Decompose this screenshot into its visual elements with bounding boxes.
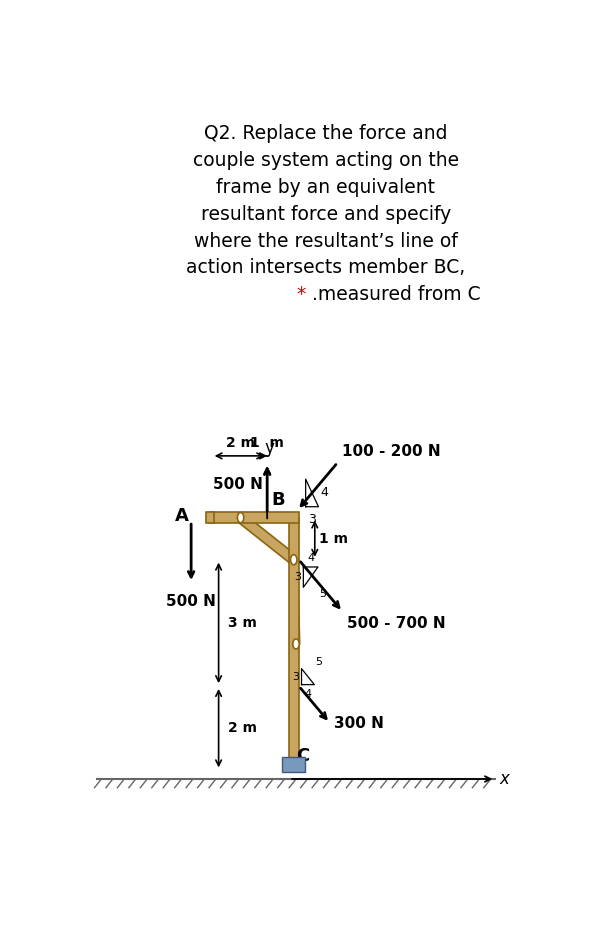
Text: *: * <box>297 285 312 305</box>
Text: 4: 4 <box>307 553 314 563</box>
Circle shape <box>291 554 297 565</box>
Text: 2 m: 2 m <box>228 721 256 736</box>
Circle shape <box>238 512 244 522</box>
Text: frame by an equivalent: frame by an equivalent <box>216 178 436 197</box>
Text: couple system acting on the: couple system acting on the <box>193 151 459 170</box>
Text: 4: 4 <box>321 487 329 500</box>
Text: 500 - 700 N: 500 - 700 N <box>348 616 446 631</box>
Text: 100 - 200 N: 100 - 200 N <box>342 444 441 459</box>
Text: B: B <box>272 491 285 509</box>
Polygon shape <box>210 512 299 523</box>
Text: 3: 3 <box>294 572 301 582</box>
Text: 5: 5 <box>319 588 326 599</box>
Polygon shape <box>282 757 305 772</box>
Text: 500 N: 500 N <box>166 594 216 609</box>
Text: 3: 3 <box>293 671 300 682</box>
Text: 1 m: 1 m <box>319 532 348 546</box>
Text: C: C <box>296 747 309 765</box>
Text: Q2. Replace the force and: Q2. Replace the force and <box>204 124 447 143</box>
Text: 300 N: 300 N <box>335 716 384 731</box>
Polygon shape <box>239 512 296 565</box>
Text: 4: 4 <box>304 689 311 699</box>
Text: where the resultant’s line of: where the resultant’s line of <box>194 232 457 251</box>
Text: 2 m: 2 m <box>226 436 255 450</box>
Circle shape <box>293 638 299 649</box>
Text: 3 m: 3 m <box>228 616 256 630</box>
Text: A: A <box>175 507 189 525</box>
Polygon shape <box>290 559 300 644</box>
Text: 5: 5 <box>315 657 322 668</box>
Text: resultant force and specify: resultant force and specify <box>201 205 451 223</box>
Text: 500 N: 500 N <box>213 477 262 492</box>
Polygon shape <box>206 512 214 523</box>
Text: 1  m: 1 m <box>250 436 284 450</box>
Polygon shape <box>288 518 299 770</box>
Text: action intersects member BC,: action intersects member BC, <box>186 258 466 277</box>
Text: 3: 3 <box>308 512 316 525</box>
Text: .measured from C: .measured from C <box>312 285 480 305</box>
Text: x: x <box>500 770 509 788</box>
Text: y: y <box>265 439 274 457</box>
